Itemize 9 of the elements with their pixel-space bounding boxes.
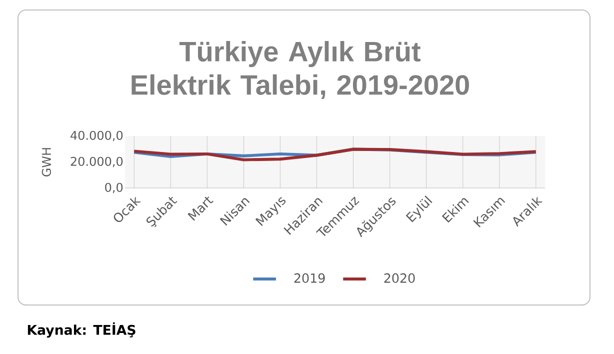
line-series: [132, 148, 538, 162]
text: Kaynak: TEİAŞ: [28, 322, 136, 338]
y-axis-title: GWH: [42, 148, 51, 176]
legend-label: 2020: [384, 273, 415, 283]
y-tick-label: 0,0: [105, 182, 123, 194]
y-tick-label: 20.000,0: [70, 156, 123, 168]
chart-title: Türkiye Aylık Brüt Elektrik Talebi, 2019-2020: [132, 41, 469, 99]
legend-label: 2019: [294, 273, 325, 283]
y-tick-label: 40.000,0: [70, 130, 123, 142]
